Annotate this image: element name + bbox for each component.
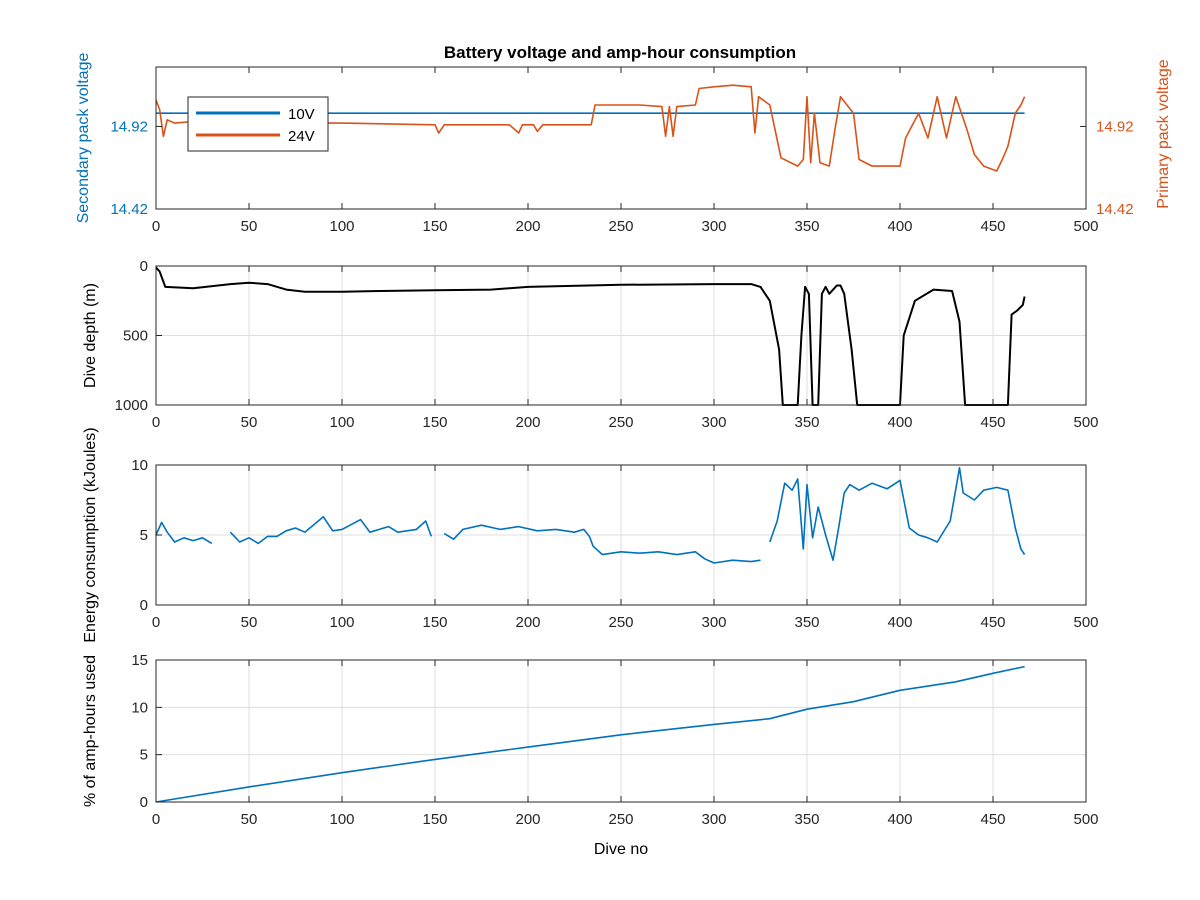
x-tick-label: 50 xyxy=(241,414,258,431)
y-tick-label: 5 xyxy=(140,747,148,764)
y-right-axis-label: Primary pack voltage xyxy=(1155,59,1172,208)
x-tick-label: 250 xyxy=(608,811,633,828)
x-tick-label: 500 xyxy=(1073,414,1098,431)
y-axis-label: % of amp-hours used xyxy=(82,655,99,807)
y-tick-label: 0 xyxy=(140,597,148,614)
legend-label-24v: 24V xyxy=(288,128,315,145)
x-tick-label: 100 xyxy=(329,614,354,631)
x-tick-label: 450 xyxy=(980,414,1005,431)
x-tick-label: 400 xyxy=(887,218,912,235)
series-0-line-seg3 xyxy=(769,467,1026,561)
y-tick-label: 10 xyxy=(131,699,148,716)
x-tick-label: 300 xyxy=(701,414,726,431)
x-tick-label: 200 xyxy=(515,811,540,828)
x-tick-label: 150 xyxy=(422,414,447,431)
depth-axes: 0 50 100 150 200 250 300 350 400 450 500 0 500 1000 Di… xyxy=(82,258,1099,431)
y-right-tick-label: 14.42 xyxy=(1096,201,1134,218)
y-axis-label: Dive depth (m) xyxy=(82,283,99,388)
y-tick-label: 15 xyxy=(131,652,148,669)
x-tick-label: 500 xyxy=(1073,218,1098,235)
x-tick-label: 400 xyxy=(887,614,912,631)
x-tick-label: 300 xyxy=(701,614,726,631)
x-tick-label: 300 xyxy=(701,218,726,235)
y-tick-label: 10 xyxy=(131,457,148,474)
x-tick-label: 500 xyxy=(1073,614,1098,631)
x-tick-label: 250 xyxy=(608,414,633,431)
x-tick-label: 100 xyxy=(329,414,354,431)
y-tick-label: 1000 xyxy=(115,397,148,414)
y-tick-label: 0 xyxy=(140,794,148,811)
x-tick-label: 250 xyxy=(608,218,633,235)
y-right-tick-label: 14.92 xyxy=(1096,118,1134,135)
series-0-line xyxy=(155,665,1025,803)
amp-hours-axes: 0 50 100 150 200 250 300 350 400 450 500 0 5 10 15 % of… xyxy=(82,652,1099,858)
x-tick-label: 200 xyxy=(515,614,540,631)
x-tick-label: 450 xyxy=(980,614,1005,631)
x-tick-label: 350 xyxy=(794,218,819,235)
x-tick-label: 350 xyxy=(794,811,819,828)
x-tick-label: 300 xyxy=(701,811,726,828)
x-tick-label: 350 xyxy=(794,414,819,431)
energy-axes: 0 50 100 150 200 250 300 350 400 450 500 0 5 10 Energy… xyxy=(82,427,1099,642)
y-tick-label: 0 xyxy=(140,258,148,275)
y-axis-label: Energy consumption (kJoules) xyxy=(82,427,99,642)
series-0-line-seg0 xyxy=(155,521,213,545)
x-tick-label: 50 xyxy=(241,218,258,235)
x-tick-label: 100 xyxy=(329,811,354,828)
x-tick-label: 250 xyxy=(608,614,633,631)
y-tick-label: 14.42 xyxy=(110,201,148,218)
x-tick-label: 150 xyxy=(422,614,447,631)
x-axis-label: Dive no xyxy=(594,841,648,858)
y-tick-label: 500 xyxy=(123,328,148,345)
series-0-line-seg2 xyxy=(443,524,761,564)
series-24v-line xyxy=(155,84,1026,172)
x-tick-label: 100 xyxy=(329,218,354,235)
x-tick-label: 150 xyxy=(422,218,447,235)
y-axis-label: Secondary pack voltage xyxy=(75,53,92,224)
legend-label-10v: 10V xyxy=(288,106,315,123)
x-tick-label: 50 xyxy=(241,614,258,631)
x-tick-label: 400 xyxy=(887,811,912,828)
legend-box xyxy=(187,96,329,152)
x-tick-label: 450 xyxy=(980,811,1005,828)
figure-title: Battery voltage and amp-hour consumption xyxy=(444,43,796,62)
y-tick-label: 14.92 xyxy=(110,118,148,135)
x-tick-label: 450 xyxy=(980,218,1005,235)
x-tick-label: 350 xyxy=(794,614,819,631)
x-tick-label: 0 xyxy=(152,614,160,631)
x-tick-label: 400 xyxy=(887,414,912,431)
x-tick-label: 150 xyxy=(422,811,447,828)
x-tick-label: 0 xyxy=(152,811,160,828)
y-tick-label: 5 xyxy=(140,527,148,544)
series-0-line xyxy=(155,266,1026,406)
voltage-axes: 0 50 100 150 200 250 300 350 400 450 50014.4214.92… xyxy=(75,53,1172,235)
x-tick-label: 0 xyxy=(152,218,160,235)
series-0-line-seg1 xyxy=(229,516,433,545)
x-tick-label: 200 xyxy=(515,218,540,235)
x-tick-label: 200 xyxy=(515,414,540,431)
x-tick-label: 500 xyxy=(1073,811,1098,828)
x-tick-label: 0 xyxy=(152,414,160,431)
x-tick-label: 50 xyxy=(241,811,258,828)
